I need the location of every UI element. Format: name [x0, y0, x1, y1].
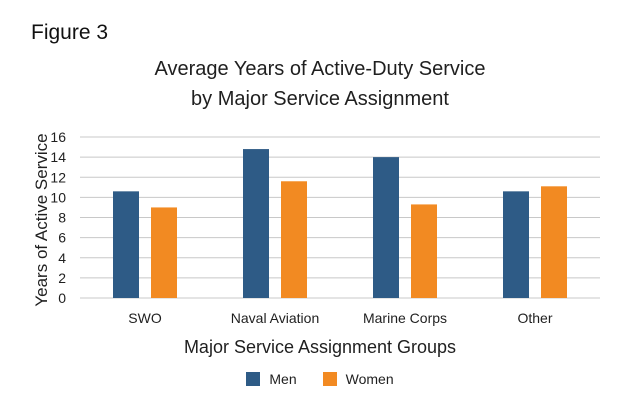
bar-women-swo: [151, 207, 177, 298]
legend-swatch-women: [322, 372, 337, 386]
y-tick-label-0: 0: [58, 290, 66, 306]
x-tick-label-other: Other: [517, 310, 552, 326]
y-tick-label-10: 10: [50, 189, 66, 205]
legend-item-women: Women: [322, 371, 394, 387]
y-tick-label-2: 2: [58, 270, 66, 286]
bar-women-marine-corps: [411, 204, 437, 298]
legend-label-men: Men: [269, 371, 297, 387]
x-tick-label-marine-corps: Marine Corps: [363, 310, 447, 326]
y-tick-label-8: 8: [58, 210, 66, 226]
x-tick-label-swo: SWO: [128, 310, 162, 326]
legend: Men Women: [0, 371, 640, 387]
chart-title-line-1: Average Years of Active-Duty Service: [154, 58, 486, 80]
y-tick-label-14: 14: [50, 149, 66, 165]
y-tick-label-6: 6: [58, 230, 66, 246]
y-tick-label-12: 12: [50, 169, 66, 185]
y-tick-label-16: 16: [50, 129, 66, 145]
bar-men-marine-corps: [373, 157, 399, 298]
figure-label: Figure 3: [31, 21, 109, 44]
legend-item-men: Men: [246, 371, 297, 387]
chart-title-line-2: by Major Service Assignment: [191, 88, 449, 110]
x-axis-label: Major Service Assignment Groups: [183, 337, 457, 357]
bar-women-naval-aviation: [281, 181, 307, 298]
y-tick-label-4: 4: [58, 250, 66, 266]
legend-swatch-men: [246, 372, 261, 386]
bar-men-swo: [113, 191, 139, 298]
x-tick-label-naval-aviation: Naval Aviation: [231, 310, 319, 326]
bar-men-other: [503, 191, 529, 298]
bar-women-other: [541, 186, 567, 298]
bar-men-naval-aviation: [243, 149, 269, 298]
legend-label-women: Women: [345, 371, 394, 387]
